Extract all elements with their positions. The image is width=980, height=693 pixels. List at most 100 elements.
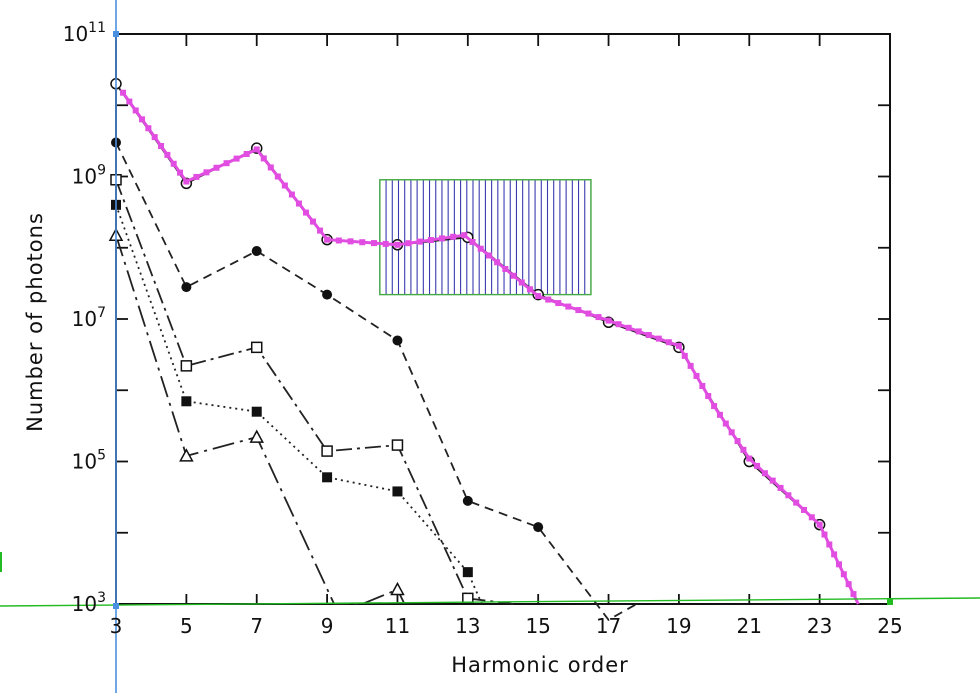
y-tick-exponent: 11: [88, 20, 106, 36]
overlay-trace-dot: [665, 339, 672, 346]
overlay-trace-dot: [850, 591, 857, 598]
y-tick-base: 10: [63, 22, 88, 46]
overlay-trace-dot: [260, 155, 267, 162]
guide-handle-right: [887, 599, 893, 605]
overlay-trace-dot: [295, 200, 302, 207]
overlay-trace-dot: [439, 235, 446, 242]
overlay-trace-dot: [565, 303, 572, 310]
marker-open-triangle: [179, 448, 194, 462]
overlay-trace-dot: [145, 125, 152, 132]
overlay-trace: [120, 89, 860, 605]
overlay-trace-dot: [734, 438, 741, 445]
x-tick-label: 25: [877, 614, 902, 638]
y-tick-exponent: 3: [97, 590, 106, 606]
y-tick-base: 10: [72, 592, 97, 616]
overlay-trace-dot: [203, 169, 210, 176]
overlay-trace-dot: [555, 300, 562, 307]
overlay-trace-dot: [835, 561, 842, 568]
overlay-trace-dot: [164, 151, 171, 158]
overlay-trace-dot: [769, 477, 776, 484]
overlay-trace-dot: [711, 403, 718, 410]
overlay-trace-dot: [310, 218, 317, 225]
overlay-trace-dot: [223, 160, 230, 167]
overlay-trace-dot: [526, 286, 533, 293]
overlay-trace-dot: [693, 372, 700, 379]
overlay-trace-dot: [595, 314, 602, 321]
overlay-trace-dot: [170, 160, 177, 167]
x-tick-label: 3: [110, 614, 123, 638]
marker-filled-circle: [322, 289, 333, 300]
marker-filled-square: [181, 396, 192, 407]
overlay-trace-dot: [324, 236, 331, 243]
overlay-trace-dot: [469, 238, 476, 245]
overlay-trace-dot: [635, 328, 642, 335]
overlay-trace-dot: [461, 232, 468, 239]
marker-filled-square: [251, 406, 262, 417]
series-line-open-triangle: [115, 234, 406, 605]
overlay-trace-dot: [477, 245, 484, 252]
marker-filled-circle: [251, 246, 262, 257]
y-tick-exponent: 5: [97, 448, 106, 464]
overlay-trace-dot: [785, 492, 792, 499]
x-tick-label: 17: [596, 614, 621, 638]
x-tick-labels: 3 5 7 9 11 13 15 17 19 21 23 25: [110, 614, 903, 638]
x-axis-label: Harmonic order: [451, 653, 629, 677]
overlay-trace-dot: [681, 352, 688, 359]
x-tick-label: 13: [455, 614, 480, 638]
overlay-trace-dot: [705, 393, 712, 400]
x-tick-label: 5: [180, 614, 193, 638]
y-tick-label: 103: [72, 590, 106, 616]
marker-open-square: [391, 439, 404, 451]
overlay-trace-dot: [359, 239, 366, 246]
overlay-trace-dot: [177, 169, 184, 176]
y-tick-base: 10: [72, 450, 97, 474]
overlay-trace-dot: [585, 310, 592, 317]
y-tick-base: 10: [72, 307, 97, 331]
overlay-trace-dot: [183, 178, 190, 185]
y-tick-exponent: 7: [97, 305, 106, 321]
overlay-trace-dot: [243, 150, 250, 157]
marker-open-square: [180, 360, 193, 372]
overlay-trace-dot: [740, 446, 747, 453]
overlay-trace-dot: [625, 324, 632, 331]
overlay-trace-dot: [821, 531, 828, 538]
overlay-trace-dot: [808, 514, 815, 521]
marker-filled-square: [322, 472, 333, 483]
y-tick-exponent: 9: [97, 163, 106, 179]
overlay-trace-dot: [213, 164, 220, 171]
y-tick-label: 105: [72, 448, 106, 474]
x-tick-label: 21: [737, 614, 762, 638]
x-tick-label: 15: [525, 614, 550, 638]
overlay-trace-dot: [535, 293, 542, 300]
overlay-trace-dot: [761, 470, 768, 477]
marker-filled-circle: [181, 282, 192, 293]
x-tick-label: 7: [250, 614, 263, 638]
overlay-trace-dot: [302, 209, 309, 216]
marker-filled-circle: [533, 522, 544, 533]
overlay-trace-dot: [427, 237, 434, 244]
marker-filled-circle: [392, 335, 403, 346]
overlay-trace-dot: [233, 155, 240, 162]
overlay-trace-dot: [845, 581, 852, 588]
overlay-trace-dot: [382, 240, 389, 247]
guide-handle-top: [113, 31, 119, 37]
overlay-trace-dot: [347, 238, 354, 245]
overlay-trace-dot: [746, 455, 753, 462]
data-series: [108, 78, 860, 621]
overlay-trace-dot: [317, 227, 324, 234]
overlay-trace-dot: [485, 252, 492, 259]
overlay-trace-dot: [793, 499, 800, 506]
overlay-trace-dot: [450, 233, 457, 240]
overlay-trace-dot: [518, 279, 525, 286]
x-tick-label: 11: [385, 614, 410, 638]
overlay-trace-dot: [687, 362, 694, 369]
hatched-region: [379, 179, 592, 296]
y-tick-base: 10: [72, 165, 97, 189]
overlay-trace-dot: [675, 342, 682, 349]
overlay-trace-dot: [575, 307, 582, 314]
y-tick-label: 1011: [63, 20, 106, 46]
overlay-trace-dot: [722, 420, 729, 427]
